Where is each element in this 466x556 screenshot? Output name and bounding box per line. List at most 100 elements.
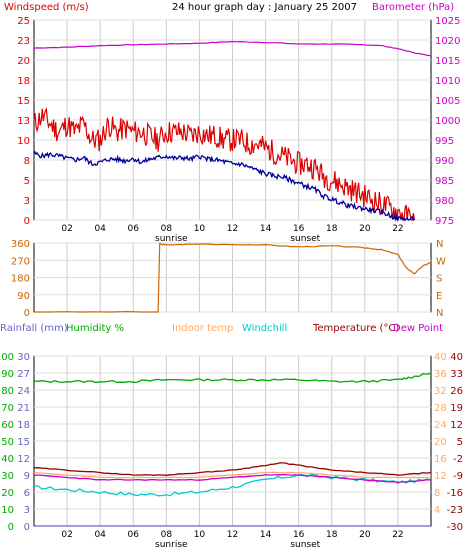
barometer-tick-label: 985 [435,176,454,187]
legend-item: Dew Point [393,323,443,334]
x-tick-label: 14 [260,224,272,234]
direction-tick-label: 360 [11,239,30,250]
humidity-tick-label: 0 [8,522,14,533]
legend-item: Temperature (°C) [312,323,399,334]
x-tick-label: 12 [227,530,238,540]
rain-tick-label: 27 [17,369,30,380]
windavg-line [33,150,415,223]
legend-item: Windchill [242,323,287,334]
wind-tick-label: 13 [17,116,30,127]
x-tick-label: 16 [293,530,305,540]
wind-tick-label: 25 [17,16,30,27]
rain-tick-label: 9 [24,471,30,482]
barometer-tick-label: 1005 [435,96,460,107]
rain-tick-label: 12 [17,454,30,465]
windspeed-axis-label: Windspeed (m/s) [4,2,89,13]
humidity-tick-label: 40 [1,454,14,465]
indoor-tick-label: 40 [434,352,447,363]
temperature-tick-label: -30 [447,522,463,533]
sunset-label: sunset [290,234,320,244]
humidity-tick-label: 10 [1,505,14,516]
x-tick-label: 12 [227,224,238,234]
x-tick-label: 06 [128,224,140,234]
barometer-tick-label: 995 [435,136,454,147]
legend-item: Indoor temp [172,323,233,334]
indoor-tick-label: 12 [434,471,447,482]
wind-tick-label: 23 [17,36,30,47]
legend-item: Humidity % [66,323,124,334]
barometer-tick-label: 1015 [435,56,460,67]
temperature-tick-label: 40 [450,352,463,363]
rain-tick-label: 24 [17,386,30,397]
x-tick-label: 04 [94,530,106,540]
temperature-tick-label: 12 [450,420,463,431]
x-tick-label: 02 [61,530,72,540]
indoor-tick-label: 20 [434,437,447,448]
x-tick-label: 18 [326,530,338,540]
x-tick-label: 06 [128,530,140,540]
x-tick-label: 14 [260,530,272,540]
barometer-tick-label: 1025 [435,16,460,27]
x-tick-label: 16 [293,224,305,234]
indoor-tick-label: 36 [434,369,447,380]
sunset-label: sunset [290,540,320,550]
humidity-tick-label: 90 [1,369,14,380]
dewpoint-line [33,474,431,483]
wind-tick-label: 10 [17,136,30,147]
temperature-tick-label: 26 [450,386,463,397]
indoor-tick-label: 8 [434,488,440,499]
windchill-line [33,473,432,497]
temperature-tick-label: -2 [453,454,463,465]
indoor-line [33,471,432,479]
x-tick-label: 10 [194,224,206,234]
barometer-tick-label: 975 [435,216,454,227]
barometer-tick-label: 1000 [435,116,460,127]
wind-tick-label: 18 [17,76,30,87]
compass-tick-label: W [436,256,446,267]
barometer-tick-label: 990 [435,156,454,167]
compass-tick-label: S [436,274,442,285]
barometer-tick-label: 980 [435,196,454,207]
temperature-tick-label: -23 [447,505,463,516]
direction-tick-label: 270 [11,256,30,267]
x-tick-label: 22 [392,530,403,540]
winddir-line [34,242,432,313]
rain-tick-label: 15 [17,437,30,448]
barometer-line [33,40,432,57]
temperature-tick-label: 19 [450,403,463,414]
indoor-tick-label: 32 [434,386,447,397]
wind-tick-label: 3 [24,196,30,207]
wind-tick-label: 15 [17,96,30,107]
wind-tick-label: 20 [17,56,30,67]
temperature-line [33,462,432,476]
humidity-tick-label: 50 [1,437,14,448]
x-tick-label: 04 [94,224,106,234]
humidity-tick-label: 60 [1,420,14,431]
barometer-axis-label: Barometer (hPa) [372,2,454,13]
rain-tick-label: 0 [24,522,30,533]
x-tick-label: 10 [194,530,206,540]
compass-tick-label: N [436,239,443,250]
direction-tick-label: 180 [11,274,30,285]
windspeed-line [33,107,416,222]
humidity-tick-label: 80 [1,386,14,397]
indoor-tick-label: 4 [434,505,440,516]
indoor-tick-label: 24 [434,420,447,431]
rain-tick-label: 6 [24,488,30,499]
x-tick-label: 20 [359,530,371,540]
humidity-tick-label: 70 [1,403,14,414]
barometer-tick-label: 1020 [435,36,460,47]
indoor-tick-label: 28 [434,403,447,414]
temperature-tick-label: 33 [450,369,463,380]
wind-tick-label: 8 [24,156,30,167]
x-tick-label: 22 [392,224,403,234]
rain-tick-label: 30 [17,352,30,363]
direction-tick-label: 0 [24,308,30,319]
sunrise-label: sunrise [155,540,188,550]
temperature-tick-label: -9 [453,471,463,482]
x-tick-label: 18 [326,224,338,234]
x-tick-label: 08 [161,224,173,234]
wind-tick-label: 0 [24,216,30,227]
temperature-tick-label: 5 [457,437,463,448]
